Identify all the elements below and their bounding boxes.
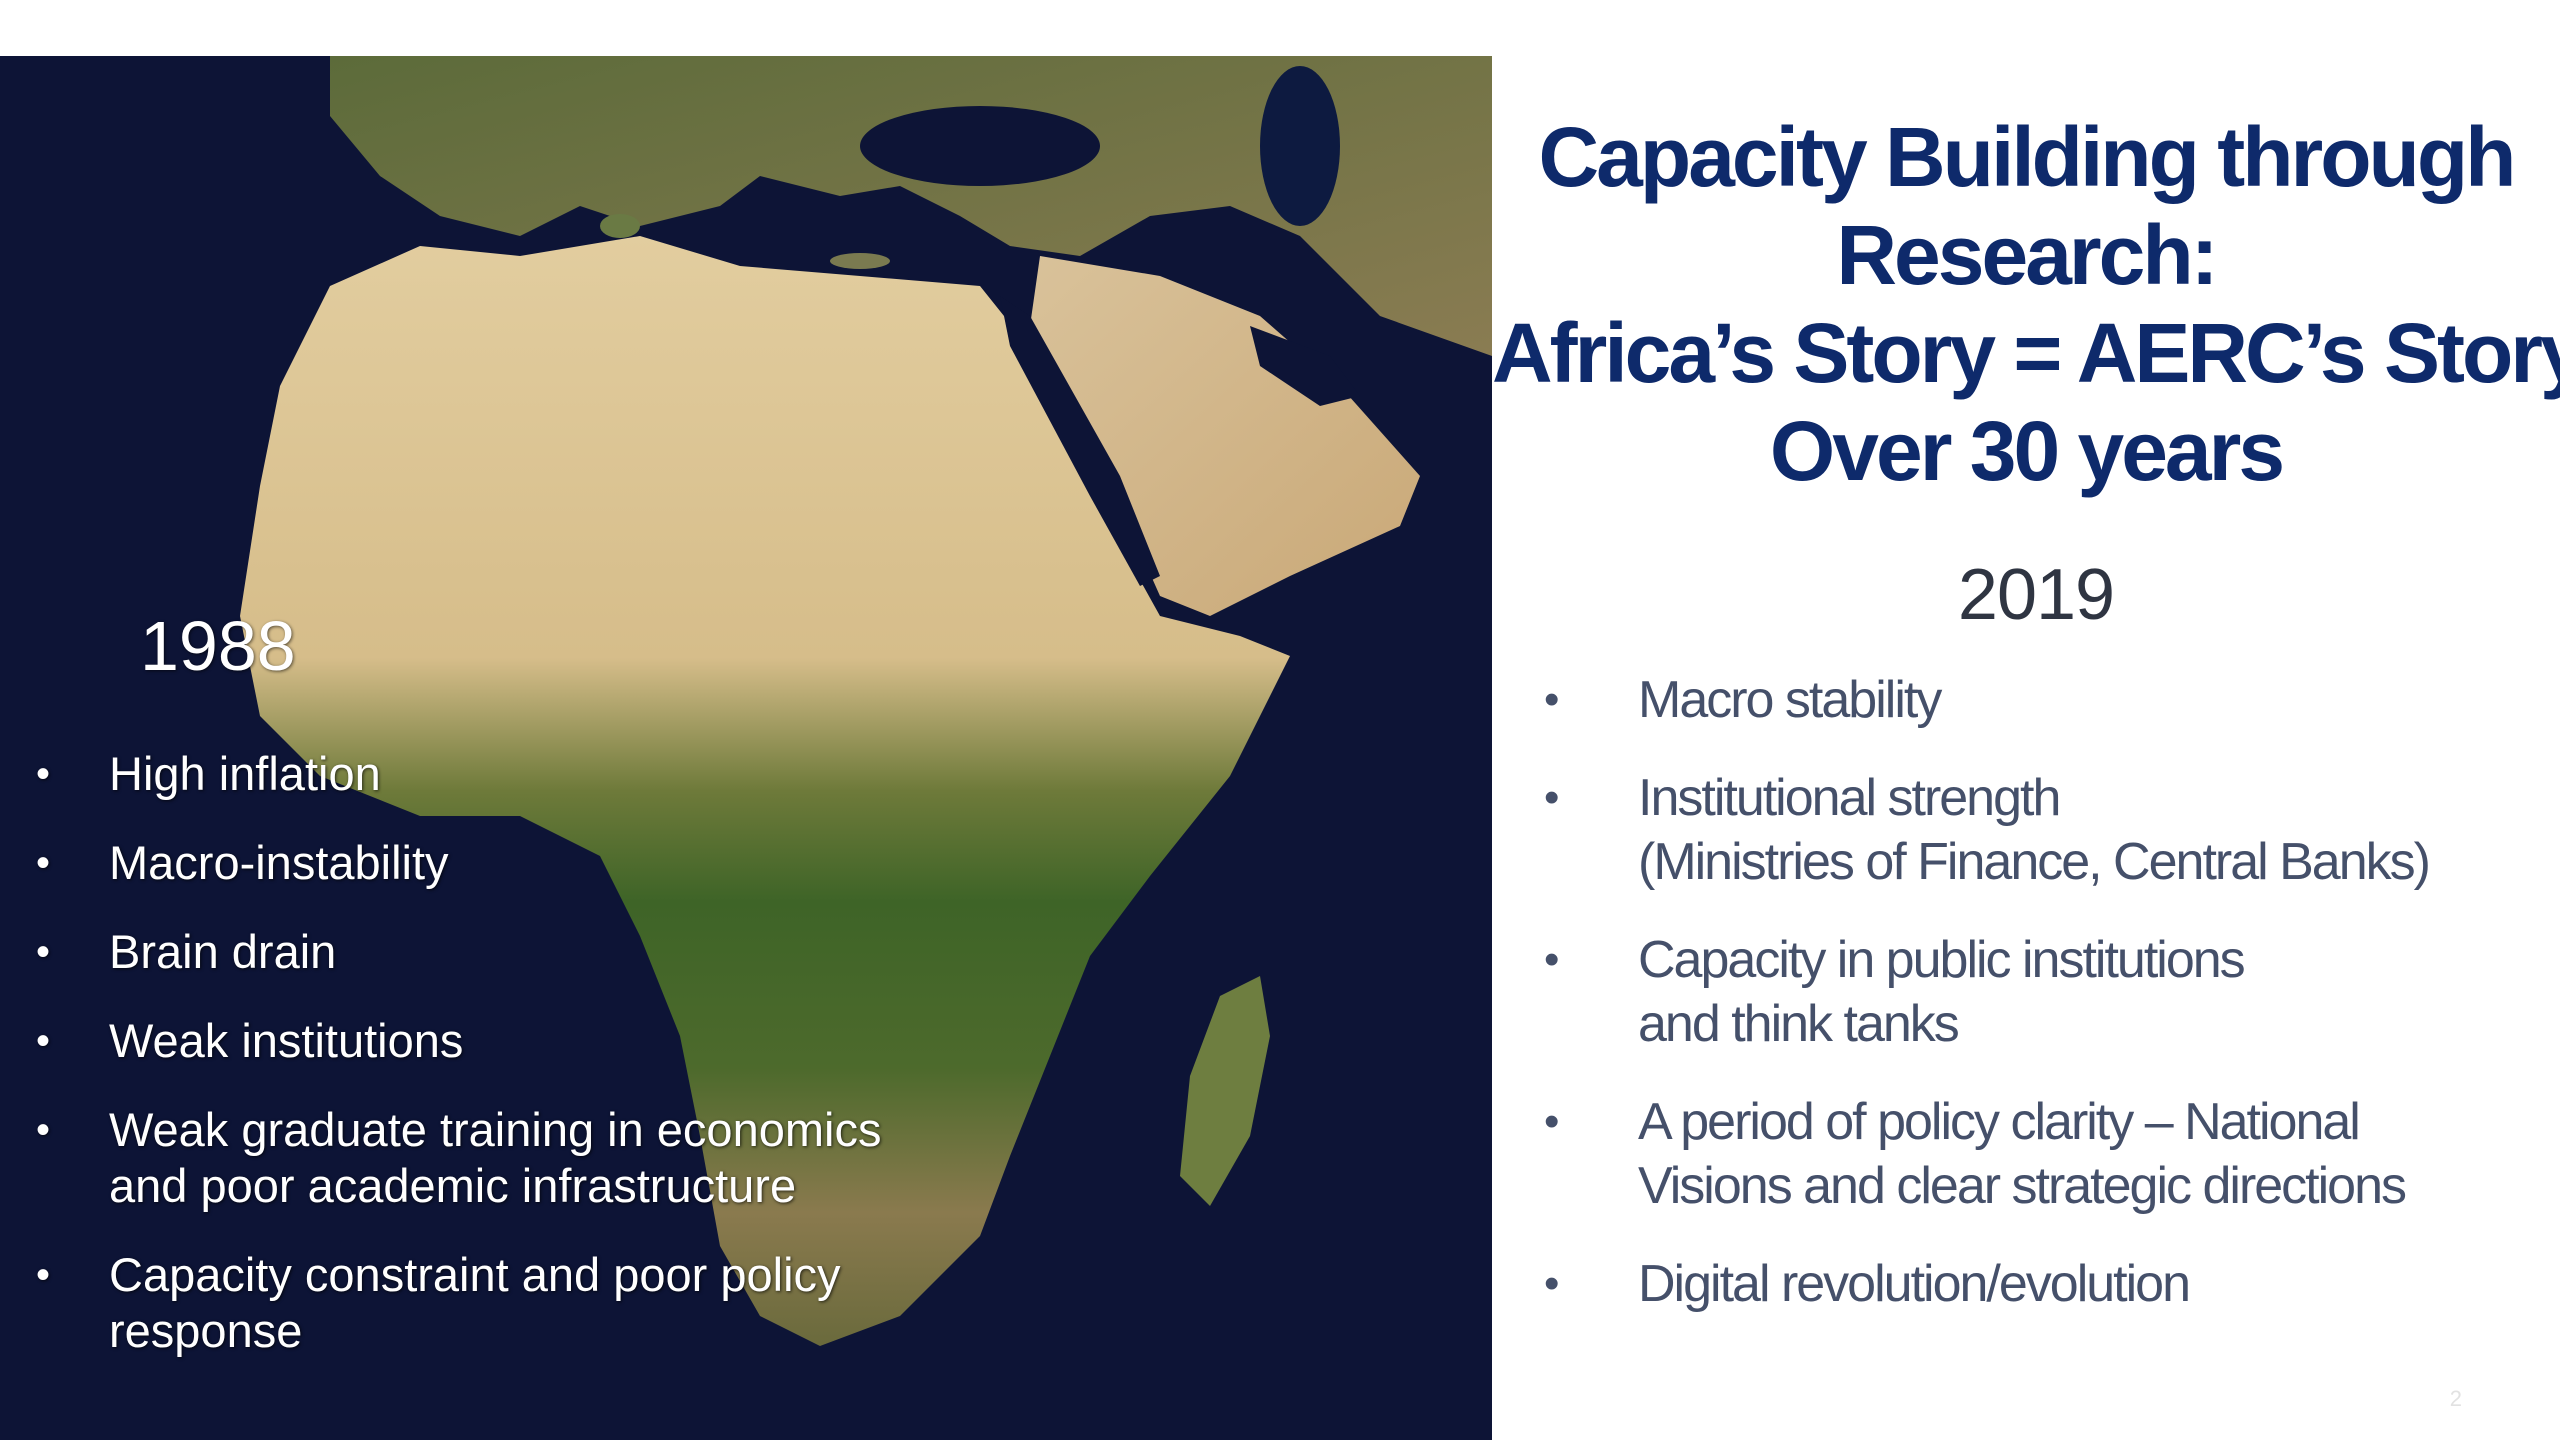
- list-item-text: Capacity constraint and poor policy resp…: [109, 1248, 841, 1357]
- bullet-icon: •: [1544, 935, 1560, 984]
- page-number: 2: [2449, 1386, 2462, 1411]
- list-item: • High inflation: [0, 746, 1000, 802]
- list-item-text: A period of policy clarity – National Vi…: [1638, 1093, 2407, 1215]
- title-line: Research:: [1836, 208, 2218, 302]
- africa-satellite-map: [240, 56, 1492, 1346]
- list-item: • A period of policy clarity – National V…: [1492, 1090, 2560, 1218]
- title-line: Capacity Building through: [1538, 110, 2517, 204]
- africa-satellite-panel: 1988 • High inflation • Macro-instability …: [0, 56, 1492, 1440]
- year-1988: 1988: [140, 607, 296, 685]
- list-item: • Brain drain: [0, 924, 1000, 980]
- list-item: • Institutional strength (Ministries of F…: [1492, 766, 2560, 894]
- list-item: • Weak institutions: [0, 1013, 1000, 1069]
- bullet-icon: •: [1544, 773, 1560, 822]
- list-item: • Macro stability: [1492, 668, 2560, 732]
- list-item-text: Brain drain: [109, 925, 337, 978]
- bullet-icon: •: [36, 1108, 51, 1152]
- bullet-icon: •: [1544, 1097, 1560, 1146]
- list-1988: • High inflation • Macro-instability • Brai…: [0, 746, 1000, 1392]
- list-item-text: High inflation: [109, 747, 381, 800]
- list-item-text: Institutional strength (Ministries of Fi…: [1638, 769, 2431, 891]
- bullet-icon: •: [36, 1019, 51, 1063]
- bullet-icon: •: [36, 930, 51, 974]
- title-line: Over 30 years: [1769, 404, 2285, 498]
- year-2019: 2019: [1957, 555, 2115, 635]
- list-item: • Capacity in public institutions and thi…: [1492, 928, 2560, 1056]
- list-item-text: Weak graduate training in economics and …: [109, 1103, 882, 1212]
- list-2019: • Macro stability • Institutional strength…: [1492, 668, 2560, 1350]
- list-item-text: Macro-instability: [109, 836, 449, 889]
- list-item-text: Capacity in public institutions and thin…: [1638, 931, 2246, 1053]
- bullet-icon: •: [36, 841, 51, 885]
- list-item-text: Digital revolution/evolution: [1638, 1255, 2191, 1313]
- bullet-icon: •: [36, 752, 51, 796]
- right-panel: Capacity Building through Research: Afri…: [1492, 56, 2560, 1440]
- list-item: • Digital revolution/evolution: [1492, 1252, 2560, 1316]
- list-item-text: Macro stability: [1638, 671, 1942, 729]
- title-line: Africa’s Story = AERC’s Story: [1492, 306, 2560, 400]
- bullet-icon: •: [1544, 1259, 1560, 1308]
- list-item-text: Weak institutions: [109, 1014, 464, 1067]
- list-item: • Macro-instability: [0, 835, 1000, 891]
- list-item: • Weak graduate training in economics and…: [0, 1102, 1000, 1214]
- bullet-icon: •: [36, 1253, 51, 1297]
- list-item: • Capacity constraint and poor policy res…: [0, 1247, 1000, 1359]
- slide-title: Capacity Building through Research: Afri…: [1492, 108, 2560, 500]
- bullet-icon: •: [1544, 675, 1560, 724]
